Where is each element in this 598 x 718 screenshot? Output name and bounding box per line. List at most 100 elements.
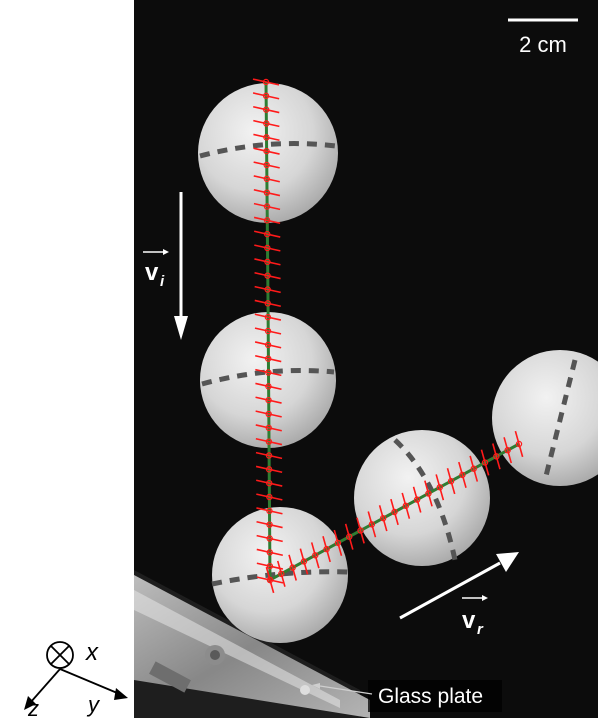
trajectory-tick [255,465,283,474]
trajectory-point [262,92,270,100]
trajectory-tick [256,562,284,570]
reflected-velocity-symbol: v [462,607,476,634]
trajectory-tick [491,443,501,470]
trajectory-tick [253,188,281,197]
trajectory-point [265,369,272,376]
trajectory-tick [255,424,282,432]
trajectory-point [334,539,342,547]
glass-plate [134,570,370,718]
trajectory-tick [253,202,281,211]
trajectory-tick [254,244,281,252]
trajectory-tick [255,354,282,363]
incident-velocity-arrow: v i [143,192,188,340]
trajectory-point [504,446,511,454]
trajectory-tick [253,119,280,128]
trajectory-point [264,313,272,321]
trajectory-tick [252,78,280,86]
trajectory-point [265,452,273,459]
trajectory-tick [255,451,283,460]
trajectory-tick [255,437,283,446]
trajectory-tick [480,449,490,476]
trajectory-point [447,477,455,485]
trajectory-tick [256,479,283,487]
trajectory-point [264,272,271,279]
z-axis-label: z [27,696,39,718]
trajectory-tick [435,474,445,501]
trajectory-point [264,300,271,307]
trajectory-tick [458,461,467,488]
trajectory-point [266,576,274,584]
trajectory-tick [253,216,281,225]
trajectory-tick [254,258,281,266]
trajectory-tick [254,299,281,308]
trajectory-tick [254,285,281,294]
trajectory-tick [253,105,280,114]
trajectory-point [436,484,443,491]
trajectory-tick [253,133,280,142]
trajectory-point [357,527,364,534]
coordinate-axes [24,641,128,710]
trajectory-point [278,570,285,578]
trajectory-tick [254,341,282,349]
trajectory-point [289,564,296,571]
x-axis-into-page-icon [46,641,74,669]
trajectory-point [264,244,271,252]
trajectory-point [323,545,330,553]
trajectory-tick [469,455,479,482]
trajectory-tick [254,271,281,280]
trajectory-tick [446,468,456,495]
trajectory-point [265,383,272,390]
trajectory-point [265,355,272,362]
x-axis-label: x [85,639,99,666]
trajectory-point [379,514,387,522]
trajectory-tick [378,505,388,532]
incident-velocity-symbol: v [145,259,159,286]
trajectory-tick [255,368,282,377]
incident-velocity-subscript: i [160,273,165,290]
trajectory-tick [253,161,280,169]
reflected-velocity-arrow: v r [399,552,519,638]
trajectory-point [265,438,273,445]
trajectory-tick [514,430,524,458]
trajectory-point [263,217,271,224]
trajectory-tick [333,529,343,556]
trajectory-tick [255,396,282,404]
trajectory-point [265,396,272,404]
trajectory-tick [256,507,283,515]
trajectory-point [470,465,477,472]
trajectory-tick [276,560,286,587]
trajectory-point [263,175,270,183]
ball-rebound-2 [492,350,598,486]
trajectory-tick [288,554,298,581]
trajectory-tick [256,534,283,543]
trajectory-point [391,508,398,516]
trajectory-point [263,106,270,113]
trajectory-tick [254,327,282,335]
trajectory-tick [254,230,281,238]
trajectory-tick [310,542,320,569]
trajectory-point [264,286,271,293]
trajectory-tick [322,536,331,563]
trajectory-point [300,558,308,565]
trajectory-point [264,258,271,266]
trajectory-tick [254,313,282,321]
trajectory-point [346,533,353,540]
trajectory-point [264,327,272,335]
trajectory-point [263,161,270,169]
trajectory-point [266,493,273,501]
trajectory-tick [255,410,282,418]
trajectory-point [265,424,272,432]
trajectory-tick [256,493,283,501]
trajectory-point [425,490,432,497]
trajectory-tick [356,517,365,544]
trajectory-point [515,440,523,448]
trajectory-point [368,521,376,528]
trajectory-tick [299,548,309,575]
glass-plate-label: Glass plate [378,685,483,708]
trajectory-point [266,521,273,528]
trajectory-point [265,410,272,418]
y-axis-label: y [86,692,101,717]
scale-bar: 2 cm [508,18,578,57]
trajectory-point [413,496,421,503]
